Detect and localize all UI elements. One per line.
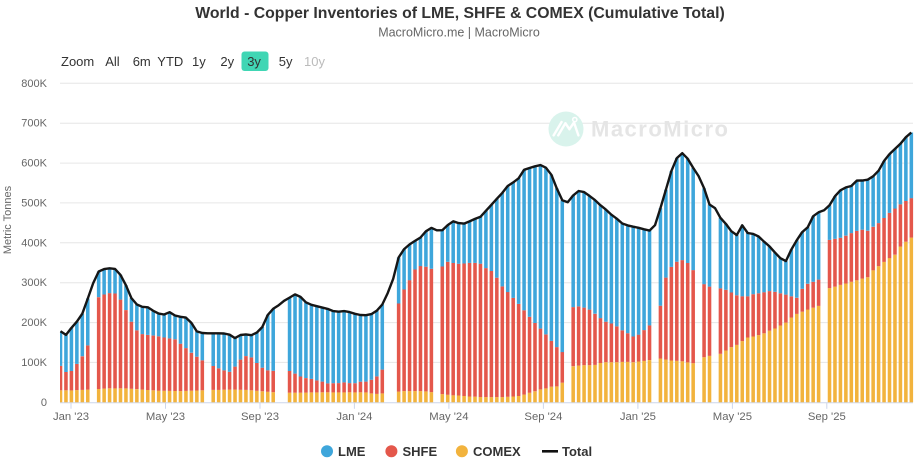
svg-text:Jan '24: Jan '24 (336, 411, 372, 423)
svg-text:200K: 200K (21, 317, 47, 329)
svg-text:400K: 400K (21, 237, 47, 249)
svg-text:300K: 300K (21, 277, 47, 289)
svg-text:All: All (105, 54, 120, 69)
svg-text:May '23: May '23 (146, 411, 185, 423)
svg-text:MacroMicro.me | MacroMicro: MacroMicro.me | MacroMicro (378, 26, 540, 40)
svg-text:World - Copper Inventories of: World - Copper Inventories of LME, SHFE … (195, 5, 725, 22)
svg-text:3y: 3y (247, 54, 261, 69)
svg-text:Metric Tonnes: Metric Tonnes (2, 185, 14, 254)
svg-text:May '25: May '25 (713, 411, 752, 423)
svg-text:Zoom: Zoom (61, 54, 94, 69)
svg-text:100K: 100K (21, 357, 47, 369)
svg-text:0: 0 (41, 397, 47, 409)
svg-text:Sep '24: Sep '24 (524, 411, 562, 423)
svg-text:Total: Total (562, 444, 592, 459)
svg-text:Jan '23: Jan '23 (53, 411, 89, 423)
svg-text:LME: LME (338, 444, 366, 459)
svg-text:YTD: YTD (157, 54, 183, 69)
svg-text:Sep '23: Sep '23 (241, 411, 279, 423)
svg-text:600K: 600K (21, 158, 47, 170)
svg-text:2y: 2y (220, 54, 234, 69)
svg-text:5y: 5y (279, 54, 293, 69)
svg-text:COMEX: COMEX (473, 444, 521, 459)
svg-text:SHFE: SHFE (403, 444, 438, 459)
svg-text:10y: 10y (304, 54, 325, 69)
svg-text:700K: 700K (21, 118, 47, 130)
svg-text:500K: 500K (21, 197, 47, 209)
svg-text:Jan '25: Jan '25 (620, 411, 656, 423)
svg-text:6m: 6m (133, 54, 151, 69)
svg-text:May '24: May '24 (429, 411, 468, 423)
svg-text:1y: 1y (192, 54, 206, 69)
svg-text:MacroMicro: MacroMicro (591, 117, 729, 142)
svg-text:Sep '25: Sep '25 (808, 411, 846, 423)
svg-text:800K: 800K (21, 78, 47, 90)
